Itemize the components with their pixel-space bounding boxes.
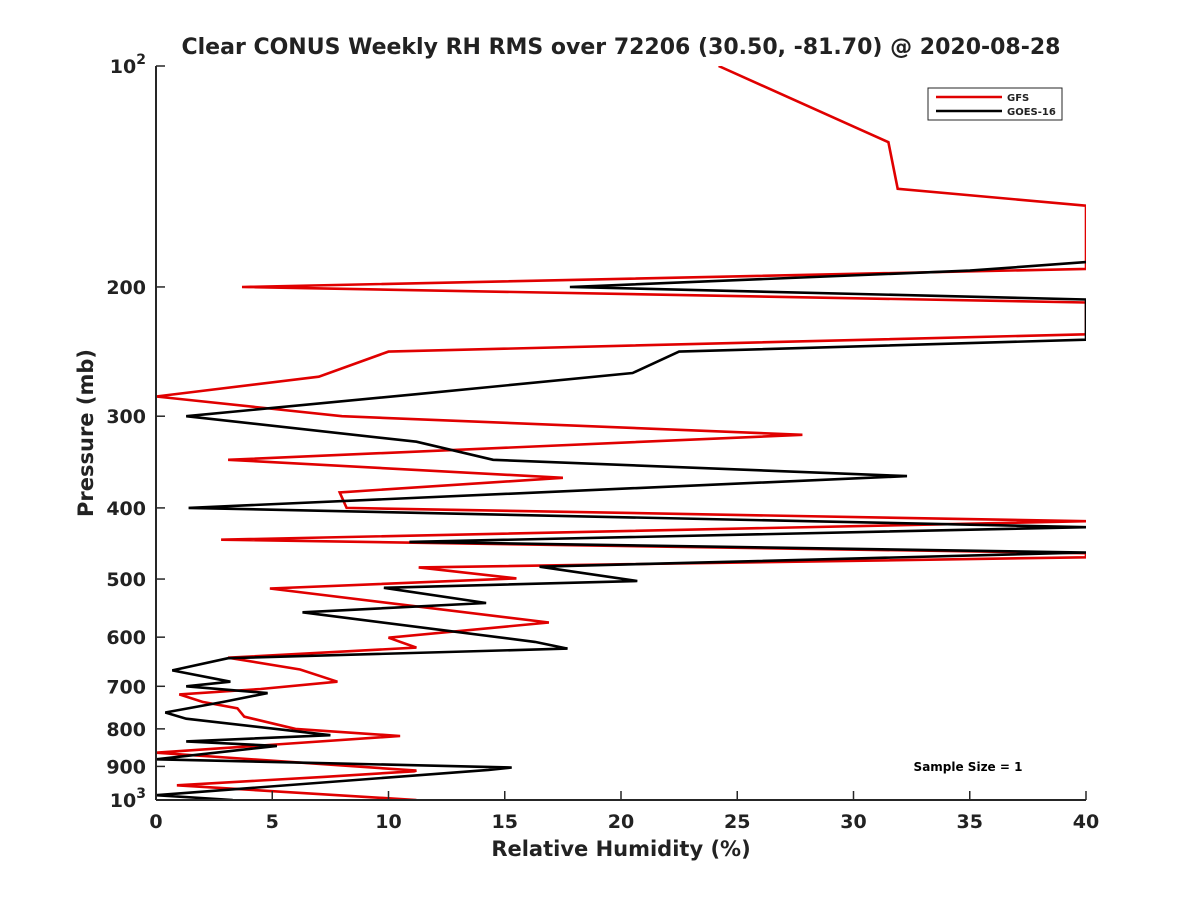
sample-size-annotation: Sample Size = 1 [914,760,1023,774]
y-tick-label: 600 [106,627,146,649]
y-tick-label: 102 [110,52,146,78]
y-tick-label: 103 [110,786,146,812]
x-axis-label: Relative Humidity (%) [491,837,750,861]
y-tick-label: 300 [106,406,146,428]
x-tick-label: 10 [375,811,401,833]
x-tick-label: 30 [840,811,866,833]
y-tick-label: 700 [106,676,146,698]
y-tick-label: 900 [106,756,146,778]
y-tick-label: 800 [106,719,146,741]
chart-title: Clear CONUS Weekly RH RMS over 72206 (30… [182,35,1061,60]
x-tick-label: 20 [608,811,634,833]
axes-layer: 0 5 10 15 20 25 30 35 40 102 200 300 400 500 600 700 800… [106,52,1099,833]
y-tick-label: 400 [106,498,146,520]
y-tick-label: 500 [106,569,146,591]
series-line-goes-16 [156,260,1086,800]
series-layer [156,66,1086,800]
x-tick-label: 40 [1073,811,1099,833]
x-tick-label: 15 [492,811,518,833]
x-tick-label: 35 [957,811,983,833]
legend-label-goes-16: GOES-16 [1007,107,1056,118]
legend-box [927,87,1063,121]
legend: GFS GOES-16 [927,87,1063,121]
legend-label-gfs: GFS [1007,93,1029,104]
x-tick-label: 0 [149,811,162,833]
y-tick-label: 200 [106,277,146,299]
y-axis-label: Pressure (mb) [74,349,98,517]
series-line-gfs [156,66,1086,800]
x-tick-label: 25 [724,811,750,833]
x-tick-label: 5 [266,811,279,833]
